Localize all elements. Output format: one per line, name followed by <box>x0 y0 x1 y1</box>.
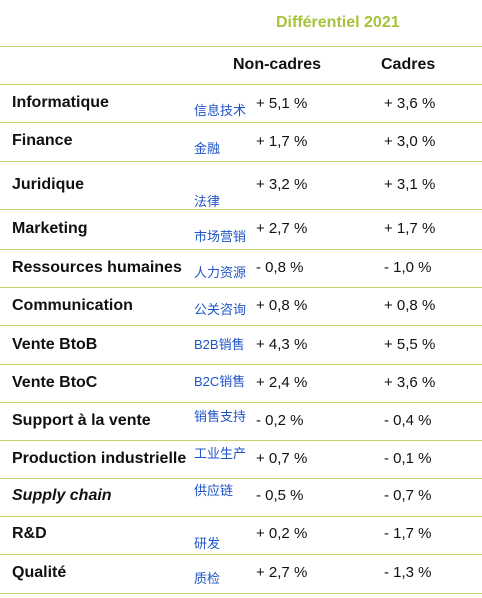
row-label: Vente BtoC <box>12 374 98 391</box>
row-value-cadres: + 3,6 % <box>384 374 436 391</box>
header-title-bar: Différentiel 2021 <box>0 0 482 47</box>
table-row-rnd: R&D 研发 + 0,2 % - 1,7 % <box>0 517 482 555</box>
row-chinese-annotation: 金融 <box>194 141 221 156</box>
row-chinese-annotation: 质检 <box>194 571 221 586</box>
row-value-noncadres: + 5,1 % <box>256 95 308 112</box>
row-label: Marketing <box>12 220 88 237</box>
row-label: Support à la vente <box>12 412 151 429</box>
table-row-support-a-la-vente: Support à la vente 销售支持 - 0,2 % - 0,4 % <box>0 403 482 441</box>
row-chinese-annotation: 市场营销 <box>194 229 247 244</box>
row-value-cadres: - 0,7 % <box>384 487 432 504</box>
row-value-noncadres: - 0,2 % <box>256 412 304 429</box>
table-row-supply-chain: Supply chain 供应链 - 0,5 % - 0,7 % <box>0 479 482 517</box>
row-label: Vente BtoB <box>12 336 98 353</box>
column-header-row: Non-cadres Cadres <box>0 46 482 85</box>
row-value-cadres: + 5,5 % <box>384 336 436 353</box>
table-row-production-industrielle: Production industrielle 工业生产 + 0,7 % - 0… <box>0 441 482 479</box>
row-chinese-annotation: B2B销售 <box>194 337 245 352</box>
row-value-cadres: - 1,3 % <box>384 564 432 581</box>
row-chinese-annotation: 供应链 <box>194 483 234 498</box>
row-label: Production industrielle <box>12 450 187 467</box>
row-label: Qualité <box>12 564 67 581</box>
row-value-noncadres: - 0,5 % <box>256 487 304 504</box>
row-value-noncadres: + 3,2 % <box>256 176 308 193</box>
row-value-noncadres: + 2,7 % <box>256 220 308 237</box>
row-value-cadres: + 3,0 % <box>384 133 436 150</box>
row-value-cadres: + 3,1 % <box>384 176 436 193</box>
row-value-cadres: - 0,1 % <box>384 450 432 467</box>
row-value-cadres: - 0,4 % <box>384 412 432 429</box>
row-value-cadres: - 1,0 % <box>384 259 432 276</box>
table-row-communication: Communication 公关咨询 + 0,8 % + 0,8 % <box>0 288 482 326</box>
row-chinese-annotation: B2C销售 <box>194 374 246 389</box>
row-value-noncadres: + 4,3 % <box>256 336 308 353</box>
row-value-noncadres: + 0,2 % <box>256 525 308 542</box>
row-value-noncadres: - 0,8 % <box>256 259 304 276</box>
row-chinese-annotation: 法律 <box>194 194 221 209</box>
row-value-noncadres: + 0,7 % <box>256 450 308 467</box>
table-row-juridique: Juridique 法律 + 3,2 % + 3,1 % <box>0 162 482 210</box>
row-label: Finance <box>12 132 73 149</box>
row-chinese-annotation: 人力资源 <box>194 265 247 280</box>
row-label: Supply chain <box>12 487 112 504</box>
row-value-cadres: + 3,6 % <box>384 95 436 112</box>
row-value-noncadres: + 0,8 % <box>256 297 308 314</box>
row-value-cadres: - 1,7 % <box>384 525 432 542</box>
row-label: R&D <box>12 525 47 542</box>
row-label: Communication <box>12 297 133 314</box>
row-chinese-annotation: 研发 <box>194 536 221 551</box>
row-value-cadres: + 0,8 % <box>384 297 436 314</box>
table-row-finance: Finance 金融 + 1,7 % + 3,0 % <box>0 123 482 162</box>
table-row-vente-btob: Vente BtoB B2B销售 + 4,3 % + 5,5 % <box>0 326 482 365</box>
row-value-noncadres: + 2,4 % <box>256 374 308 391</box>
row-chinese-annotation: 信息技术 <box>194 103 247 118</box>
table-row-marketing: Marketing 市场营销 + 2,7 % + 1,7 % <box>0 210 482 250</box>
table-title: Différentiel 2021 <box>276 14 400 31</box>
table-row-informatique: Informatique 信息技术 + 5,1 % + 3,6 % <box>0 85 482 123</box>
row-value-noncadres: + 2,7 % <box>256 564 308 581</box>
column-header-cadres: Cadres <box>381 56 436 73</box>
row-chinese-annotation: 公关咨询 <box>194 302 247 317</box>
row-label: Informatique <box>12 94 109 111</box>
table-row-ressources-humaines: Ressources humaines 人力资源 - 0,8 % - 1,0 % <box>0 250 482 288</box>
row-chinese-annotation: 工业生产 <box>194 446 247 461</box>
row-value-cadres: + 1,7 % <box>384 220 436 237</box>
table-row-vente-btoc: Vente BtoC B2C销售 + 2,4 % + 3,6 % <box>0 365 482 403</box>
column-header-noncadres: Non-cadres <box>233 56 322 73</box>
table-row-qualite: Qualité 质检 + 2,7 % - 1,3 % <box>0 555 482 594</box>
row-label: Ressources humaines <box>12 259 182 276</box>
row-label: Juridique <box>12 176 85 193</box>
row-chinese-annotation: 销售支持 <box>194 409 247 424</box>
row-value-noncadres: + 1,7 % <box>256 133 308 150</box>
